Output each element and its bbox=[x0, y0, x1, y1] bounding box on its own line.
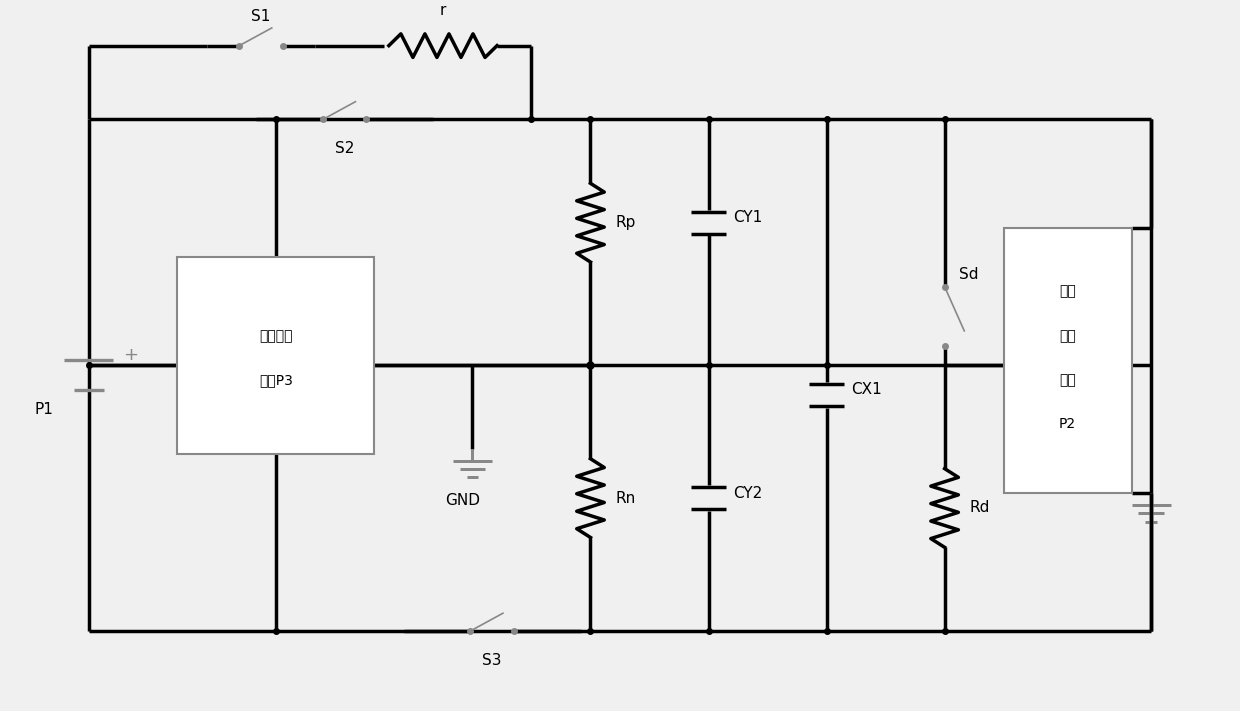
Text: 调节: 调节 bbox=[1059, 328, 1076, 343]
Bar bbox=[177, 257, 374, 454]
Text: CX1: CX1 bbox=[851, 383, 882, 397]
Text: 第一检测: 第一检测 bbox=[259, 328, 293, 343]
Text: 模块P3: 模块P3 bbox=[259, 373, 293, 387]
Text: CY2: CY2 bbox=[733, 486, 763, 501]
Bar bbox=[1003, 228, 1132, 493]
Text: S3: S3 bbox=[482, 653, 502, 668]
Text: GND: GND bbox=[445, 493, 480, 508]
Text: Rd: Rd bbox=[970, 501, 990, 515]
Text: CY1: CY1 bbox=[733, 210, 763, 225]
Text: 模块: 模块 bbox=[1059, 373, 1076, 387]
Text: Rn: Rn bbox=[615, 491, 635, 506]
Text: P1: P1 bbox=[35, 402, 53, 417]
Text: P2: P2 bbox=[1059, 417, 1076, 432]
Text: Rp: Rp bbox=[615, 215, 635, 230]
Text: S1: S1 bbox=[252, 9, 270, 24]
Text: r: r bbox=[440, 3, 446, 18]
Text: S2: S2 bbox=[335, 141, 355, 156]
Text: +: + bbox=[123, 346, 138, 365]
Text: 电流: 电流 bbox=[1059, 284, 1076, 299]
Text: Sd: Sd bbox=[960, 267, 978, 282]
